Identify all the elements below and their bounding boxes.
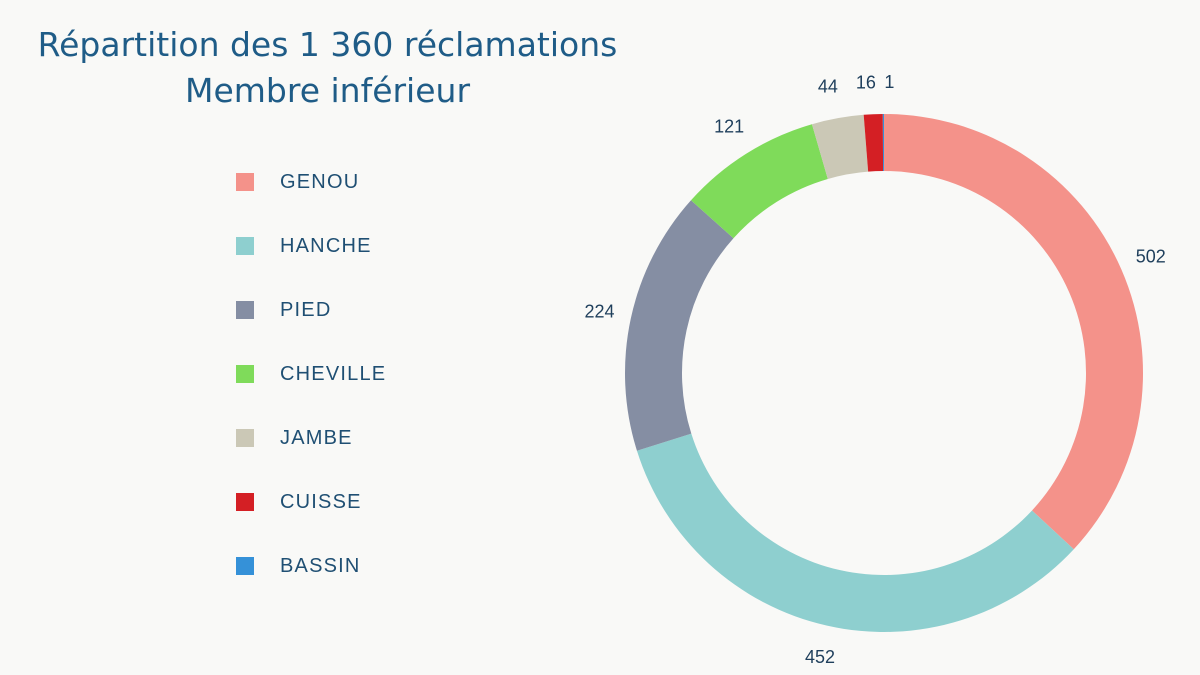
value-label-cheville: 121 [714,117,744,137]
value-label-genou: 502 [1136,247,1166,267]
legend-swatch-hanche [236,237,254,255]
legend-label-hanche: HANCHE [280,234,372,257]
legend-label-cheville: CHEVILLE [280,362,387,385]
legend-label-cuisse: CUISSE [280,490,362,513]
legend-item-cuisse: CUISSE [236,470,386,534]
value-label-jambe: 44 [818,77,838,97]
legend-label-bassin: BASSIN [280,554,361,577]
legend-swatch-cuisse [236,493,254,511]
chart-title-line-1: Répartition des 1 360 réclamations [37,25,618,64]
slice-jambe [811,114,869,179]
value-label-cuisse: 16 [856,72,876,92]
donut-value-labels: 502 452 224 121 44 16 1 [585,72,1166,667]
slice-bassin [882,114,884,172]
slice-genou [884,114,1144,550]
legend-label-pied: PIED [280,298,332,321]
value-label-hanche: 452 [805,647,835,667]
legend-swatch-genou [236,173,254,191]
legend-swatch-cheville [236,365,254,383]
slice-cuisse [863,114,884,172]
legend-label-genou: GENOU [280,170,360,193]
slice-hanche [636,433,1074,633]
value-label-bassin: 1 [884,72,894,92]
chart-title: Répartition des 1 360 réclamations Membr… [0,22,655,114]
legend-item-jambe: JAMBE [236,406,386,470]
legend-item-bassin: BASSIN [236,534,386,598]
legend-swatch-pied [236,301,254,319]
legend-item-hanche: HANCHE [236,214,386,278]
legend-item-cheville: CHEVILLE [236,342,386,406]
legend-swatch-bassin [236,557,254,575]
legend-swatch-jambe [236,429,254,447]
legend-item-genou: GENOU [236,150,386,214]
value-label-pied: 224 [585,302,615,322]
donut-slices [625,114,1144,633]
slice-cheville [690,124,828,239]
legend-item-pied: PIED [236,278,386,342]
chart-legend: GENOU HANCHE PIED CHEVILLE JAMBE CUISSE … [236,160,386,608]
legend-label-jambe: JAMBE [280,426,353,449]
slice-pied [625,200,734,451]
chart-title-line-2: Membre inférieur [184,71,471,110]
